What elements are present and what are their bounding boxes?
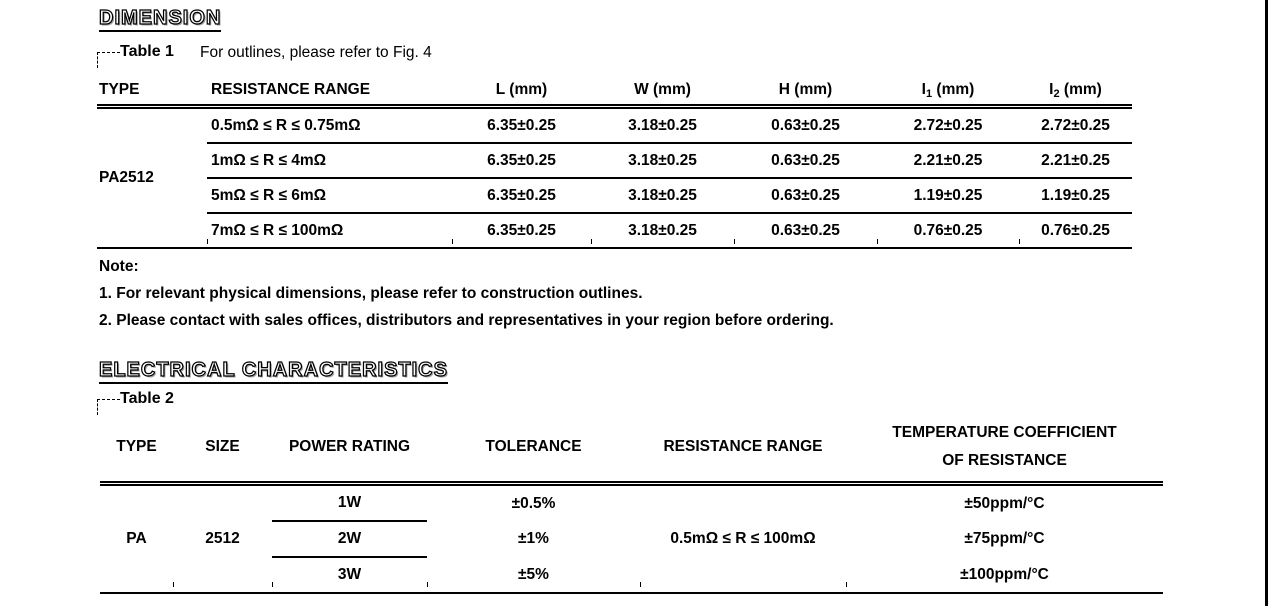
table1-header-w: W (mm) — [591, 72, 734, 109]
table1-range-cell: 1mΩ ≤ R ≤ 4mΩ — [207, 143, 452, 179]
table2-resistance-range-cell: 0.5mΩ ≤ R ≤ 100mΩ — [640, 483, 846, 594]
table2-header-tolerance: TOLERANCE — [427, 419, 640, 486]
table1-row: PA2512 0.5mΩ ≤ R ≤ 0.75mΩ 6.35±0.25 3.18… — [97, 106, 1132, 249]
table1-h-cell: 0.63±0.25 — [734, 143, 877, 179]
table-border-tick — [591, 239, 592, 244]
table2-header-temp-coefficient: TEMPERATURE COEFFICIENT OF RESISTANCE — [846, 419, 1163, 486]
table1-row: 5mΩ ≤ R ≤ 6mΩ 6.35±0.25 3.18±0.25 0.63±0… — [97, 178, 1132, 214]
table1-header-i2: I2 (mm) — [1019, 72, 1132, 109]
table1-range-cell: 7mΩ ≤ R ≤ 100mΩ — [207, 213, 452, 249]
table1-h-cell: 0.63±0.25 — [734, 106, 877, 144]
table1-range-cell: 5mΩ ≤ R ≤ 6mΩ — [207, 178, 452, 214]
table2-type-cell: PA — [100, 483, 173, 594]
table-border-tick — [207, 239, 208, 244]
table1-header-i1: I1 (mm) — [877, 72, 1019, 109]
table1-label: Table 1 — [120, 43, 174, 60]
table1-w-cell: 3.18±0.25 — [591, 213, 734, 249]
note-item: 2. Please contact with sales offices, di… — [99, 312, 834, 329]
table1-caption: For outlines, please refer to Fig. 4 — [200, 44, 432, 61]
table2-power-cell: 2W — [272, 521, 427, 558]
table1-row: 7mΩ ≤ R ≤ 100mΩ 6.35±0.25 3.18±0.25 0.63… — [97, 213, 1132, 249]
table1-row: 1mΩ ≤ R ≤ 4mΩ 6.35±0.25 3.18±0.25 0.63±0… — [97, 143, 1132, 179]
table1-header-type: TYPE — [97, 72, 207, 109]
table1-i2-cell: 2.21±0.25 — [1019, 143, 1132, 179]
table1-header-l: L (mm) — [452, 72, 591, 109]
table1-h-cell: 0.63±0.25 — [734, 213, 877, 249]
table2-power-cell: 1W — [272, 483, 427, 522]
table1-i2-cell: 0.76±0.25 — [1019, 213, 1132, 249]
table1-i1-cell: 2.21±0.25 — [877, 143, 1019, 179]
table2-tc-cell: ±50ppm/°C — [964, 494, 1045, 512]
dimension-heading: DIMENSION — [98, 6, 222, 32]
table1-w-cell: 3.18±0.25 — [591, 178, 734, 214]
table-border-tick — [1019, 239, 1020, 244]
table1-range-cell: 0.5mΩ ≤ R ≤ 0.75mΩ — [207, 106, 452, 144]
note-title: Note: — [99, 258, 139, 275]
table2-tolerance-cell: ±5% — [427, 557, 640, 594]
table-border-tick — [452, 239, 453, 244]
table-border-tick — [272, 582, 273, 587]
table1-header-resistance-range: RESISTANCE RANGE — [207, 72, 452, 109]
table-border-tick — [173, 582, 174, 587]
page-frame-right-edge — [1265, 0, 1268, 606]
table1-outline-marker-icon — [97, 52, 120, 68]
table1-w-cell: 3.18±0.25 — [591, 106, 734, 144]
table2-tolerance-cell: ±1% — [518, 530, 549, 547]
electrical-characteristics-heading: ELECTRICAL CHARACTERISTICS — [98, 358, 448, 384]
table-border-tick — [877, 239, 878, 244]
table2-header-row: TYPE SIZE POWER RATING TOLERANCE RESISTA… — [100, 419, 1163, 486]
table1-type-cell: PA2512 — [97, 106, 207, 249]
table1-h-cell: 0.63±0.25 — [734, 178, 877, 214]
table2-power-cell: 3W — [272, 557, 427, 594]
table1-l-cell: 6.35±0.25 — [452, 213, 591, 249]
table1-w-cell: 3.18±0.25 — [591, 143, 734, 179]
table2-size-cell: 2512 — [173, 483, 272, 594]
table1-l-cell: 6.35±0.25 — [452, 143, 591, 179]
table2-row: 3W ±5% ±100ppm/°C — [100, 557, 1163, 594]
table-border-tick — [427, 582, 428, 587]
table1-header-h: H (mm) — [734, 72, 877, 109]
table2-header-power-rating: POWER RATING — [272, 419, 427, 486]
table2-label: Table 2 — [120, 390, 174, 407]
table1-l-cell: 6.35±0.25 — [452, 106, 591, 144]
dimension-table: TYPE RESISTANCE RANGE L (mm) W (mm) H (m… — [97, 72, 1132, 249]
table2-row: 2W ±1% ±75ppm/°C — [100, 521, 1163, 558]
table1-i2-cell: 1.19±0.25 — [1019, 178, 1132, 214]
table2-tc-cell: ±75ppm/°C — [964, 530, 1045, 547]
table2-outline-marker-icon — [97, 399, 120, 415]
table1-l-cell: 6.35±0.25 — [452, 178, 591, 214]
table1-i1-cell: 1.19±0.25 — [877, 178, 1019, 214]
table2-row: PA 2512 1W ±0.5% 0.5mΩ ≤ R ≤ 100mΩ ±50pp… — [100, 483, 1163, 594]
table-border-tick — [846, 582, 847, 587]
electrical-table: TYPE SIZE POWER RATING TOLERANCE RESISTA… — [100, 419, 1163, 594]
table2-header-resistance-range: RESISTANCE RANGE — [640, 419, 846, 486]
table2-tc-cell: ±100ppm/°C — [846, 557, 1163, 594]
table1-i2-cell: 2.72±0.25 — [1019, 106, 1132, 144]
table2-tolerance-cell: ±0.5% — [511, 494, 556, 512]
table1-header-row: TYPE RESISTANCE RANGE L (mm) W (mm) H (m… — [97, 72, 1132, 109]
table2-header-type: TYPE — [100, 419, 173, 486]
table1-i1-cell: 0.76±0.25 — [877, 213, 1019, 249]
note-item: 1. For relevant physical dimensions, ple… — [99, 285, 643, 302]
table2-header-size: SIZE — [173, 419, 272, 486]
table1-i1-cell: 2.72±0.25 — [877, 106, 1019, 144]
table-border-tick — [734, 239, 735, 244]
table-border-tick — [640, 582, 641, 587]
